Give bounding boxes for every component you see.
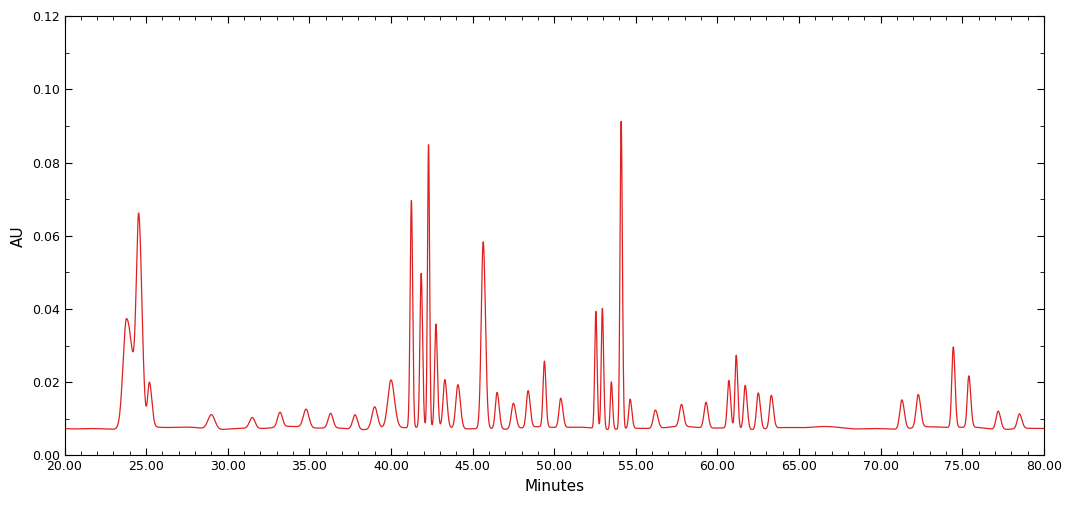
X-axis label: Minutes: Minutes xyxy=(524,479,585,494)
Y-axis label: AU: AU xyxy=(11,225,26,246)
